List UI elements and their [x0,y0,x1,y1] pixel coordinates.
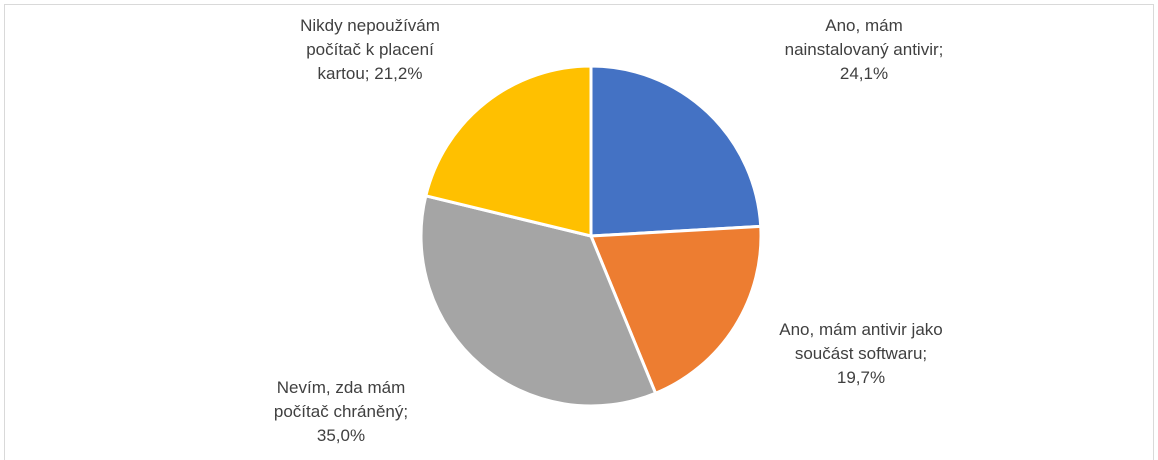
category-label: Nevím, zda mám počítač chráněný; [273,378,409,421]
pie-slice [424,64,593,238]
value-label: 24,1% [839,64,889,83]
pie-slice [419,194,658,408]
value-label: 19,7% [836,368,886,387]
category-label: Nikdy nepoužívám počítač k placení karto… [300,16,440,83]
data-label: Ano, mám antivir jako součást softwaru; 1… [779,318,942,390]
value-label: 35,0% [316,426,366,445]
data-label: Nikdy nepoužívám počítač k placení karto… [300,14,440,86]
value-label: 21,2% [374,64,423,83]
category-label: Ano, mám nainstalovaný antivir; [784,16,944,59]
category-label: Ano, mám antivir jako součást softwaru; [779,320,943,363]
pie-slice [589,224,763,395]
chart-border [4,4,1154,460]
data-label: Ano, mám nainstalovaný antivir; 24,1% [785,14,944,86]
data-label: Nevím, zda mám počítač chráněný; 35,0% [274,376,408,448]
pie-slice [589,64,763,238]
